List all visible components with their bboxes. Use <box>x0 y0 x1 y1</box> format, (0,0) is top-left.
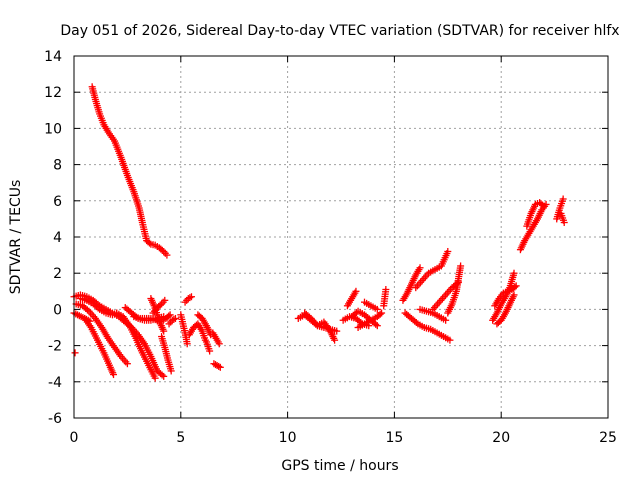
data-point <box>416 264 424 272</box>
data-point <box>160 372 168 380</box>
data-point <box>412 319 420 327</box>
data-point <box>305 313 313 321</box>
data-point <box>86 317 94 325</box>
data-point <box>333 327 341 335</box>
data-point <box>183 340 191 348</box>
data-point <box>156 301 164 309</box>
data-point <box>442 316 450 324</box>
y-tick-label: 10 <box>44 121 62 137</box>
y-tick-label: -6 <box>48 411 62 427</box>
data-point <box>123 360 131 368</box>
y-tick-label: -4 <box>48 375 62 391</box>
data-point <box>166 311 174 319</box>
axis-ticks: 0 5 10 15 20 25 -6 -4 -2 0 2 4 6 8 10 12 14 <box>44 49 617 446</box>
chart-title: Day 051 of 2026, Sidereal Day-to-day VTE… <box>60 23 619 39</box>
data-point <box>373 305 381 313</box>
data-point <box>215 362 223 370</box>
data-point <box>540 202 548 210</box>
x-axis-label: GPS time / hours <box>281 458 398 474</box>
data-point <box>83 306 91 314</box>
y-tick-label: 2 <box>53 266 62 282</box>
data-point <box>187 293 195 301</box>
y-tick-label: 12 <box>44 85 62 101</box>
data-point <box>145 239 153 247</box>
data-point <box>510 269 518 277</box>
data-point <box>158 246 166 254</box>
data-point <box>216 363 224 371</box>
x-tick-label: 25 <box>599 430 617 446</box>
x-tick-label: 15 <box>385 430 403 446</box>
data-point <box>171 314 179 322</box>
data-point <box>512 282 520 290</box>
data-point <box>352 287 360 295</box>
x-tick-label: 5 <box>176 430 185 446</box>
x-tick-label: 20 <box>492 430 510 446</box>
grid <box>74 56 608 418</box>
data-point <box>161 296 169 304</box>
data-point <box>511 283 519 291</box>
data-point <box>71 349 79 357</box>
data-point <box>186 294 194 302</box>
data-point <box>560 219 568 227</box>
data-point <box>446 336 454 344</box>
data-point <box>510 291 518 299</box>
y-tick-label: 0 <box>53 302 62 318</box>
data-points <box>70 83 568 382</box>
data-point <box>167 367 175 375</box>
data-point <box>376 310 384 318</box>
data-point <box>457 262 465 270</box>
data-point <box>559 195 567 203</box>
data-point <box>110 371 118 379</box>
y-tick-label: 6 <box>53 194 62 210</box>
data-point <box>331 336 339 344</box>
y-tick-label: 14 <box>44 49 62 65</box>
y-tick-label: 8 <box>53 158 62 174</box>
data-point <box>444 247 452 255</box>
y-axis-label: SDTVAR / TECUs <box>8 180 24 295</box>
data-point <box>206 347 214 355</box>
data-point <box>382 285 390 293</box>
data-point <box>158 371 166 379</box>
y-tick-label: 4 <box>53 230 62 246</box>
y-tick-label: -2 <box>48 339 62 355</box>
data-point <box>163 251 171 259</box>
data-point <box>538 201 546 209</box>
data-point <box>165 312 173 320</box>
data-point <box>151 374 159 382</box>
data-point <box>170 315 178 323</box>
data-point <box>160 327 168 335</box>
data-point <box>378 309 386 317</box>
x-tick-label: 0 <box>70 430 79 446</box>
data-point <box>372 320 380 328</box>
data-point <box>215 340 223 348</box>
data-point <box>373 322 381 330</box>
data-point <box>94 304 102 312</box>
x-tick-label: 10 <box>279 430 297 446</box>
